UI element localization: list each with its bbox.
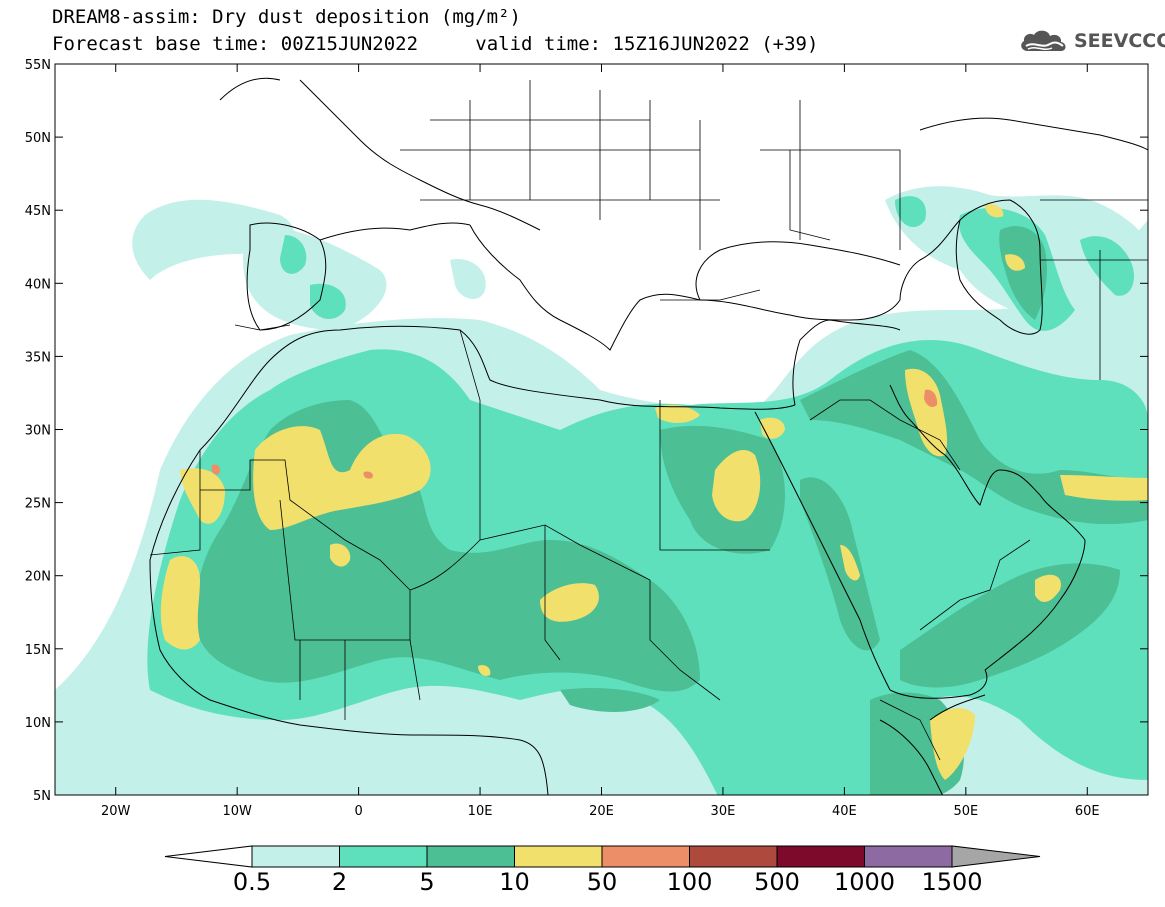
y-tick-label: 5N: [33, 789, 51, 804]
colorbar-segment: [776, 845, 865, 868]
x-tick-label: 0: [354, 804, 362, 819]
colorbar-label: 10: [499, 868, 530, 896]
y-tick-label: 50N: [25, 131, 51, 146]
colorbar-label: 1500: [921, 868, 983, 896]
logo-text: SEEVCCC: [1074, 30, 1165, 52]
x-tick-label: 60E: [1075, 804, 1100, 819]
y-tick-label: 40N: [25, 277, 51, 292]
colorbar-label: 100: [666, 868, 713, 896]
y-tick-label: 20N: [25, 570, 51, 585]
colorbar-label: 0.5: [232, 868, 272, 896]
y-axis: 55N 50N 45N 40N 35N 30N 25N 20N 15N 10N 5N: [25, 58, 1148, 804]
deposition-field: [55, 77, 1148, 795]
seevccc-logo: SEEVCCC: [1018, 26, 1165, 56]
contour-level-5: [211, 389, 938, 479]
colorbar-label: 500: [754, 868, 800, 896]
colorbar-segment: [689, 845, 778, 868]
coastlines: [149, 77, 1148, 795]
forecast-base-time: Forecast base time: 00Z15JUN2022: [52, 33, 419, 55]
y-tick-label: 55N: [25, 58, 51, 73]
x-tick-label: 10E: [468, 804, 493, 819]
y-tick-label: 10N: [25, 716, 51, 731]
colorbar-segment: [514, 845, 603, 868]
map-title: DREAM8-assim: Dry dust deposition (mg/m²…: [52, 6, 521, 28]
cloud-icon: [1021, 30, 1066, 51]
x-tick-label: 40E: [832, 804, 857, 819]
y-tick-label: 30N: [25, 424, 51, 439]
x-tick-label: 20W: [101, 804, 131, 819]
valid-time: valid time: 15Z16JUN2022 (+39): [475, 33, 819, 55]
colorbar-label: 5: [419, 868, 435, 896]
colorbar-segment: [339, 845, 428, 868]
time-info: Forecast base time: 00Z15JUN2022 valid t…: [52, 33, 818, 55]
x-tick-label: 50E: [953, 804, 978, 819]
contour-level-4: [160, 204, 1148, 780]
y-tick-label: 35N: [25, 350, 51, 365]
country-borders: [149, 80, 1148, 761]
x-axis: 20W 10W 0 10E 20E 30E 40E 50E 60E: [101, 64, 1100, 819]
colorbar-segment: [426, 845, 515, 868]
colorbar-label: 2: [331, 868, 348, 896]
y-tick-label: 45N: [25, 204, 51, 219]
colorbar-under-triangle: [164, 845, 253, 868]
y-tick-label: 15N: [25, 643, 51, 658]
x-tick-label: 20E: [589, 804, 614, 819]
colorbar-segment: [251, 845, 340, 868]
colorbar-label: 1000: [833, 868, 896, 896]
colorbar-segment: [864, 845, 953, 868]
x-tick-label: 10W: [222, 804, 252, 819]
colorbar-segment: [601, 845, 690, 868]
y-tick-label: 25N: [25, 497, 51, 512]
colorbar-label: 50: [586, 868, 618, 896]
colorbar-over-triangle: [951, 845, 1041, 868]
x-tick-label: 30E: [711, 804, 736, 819]
colorbar: [164, 845, 1041, 868]
